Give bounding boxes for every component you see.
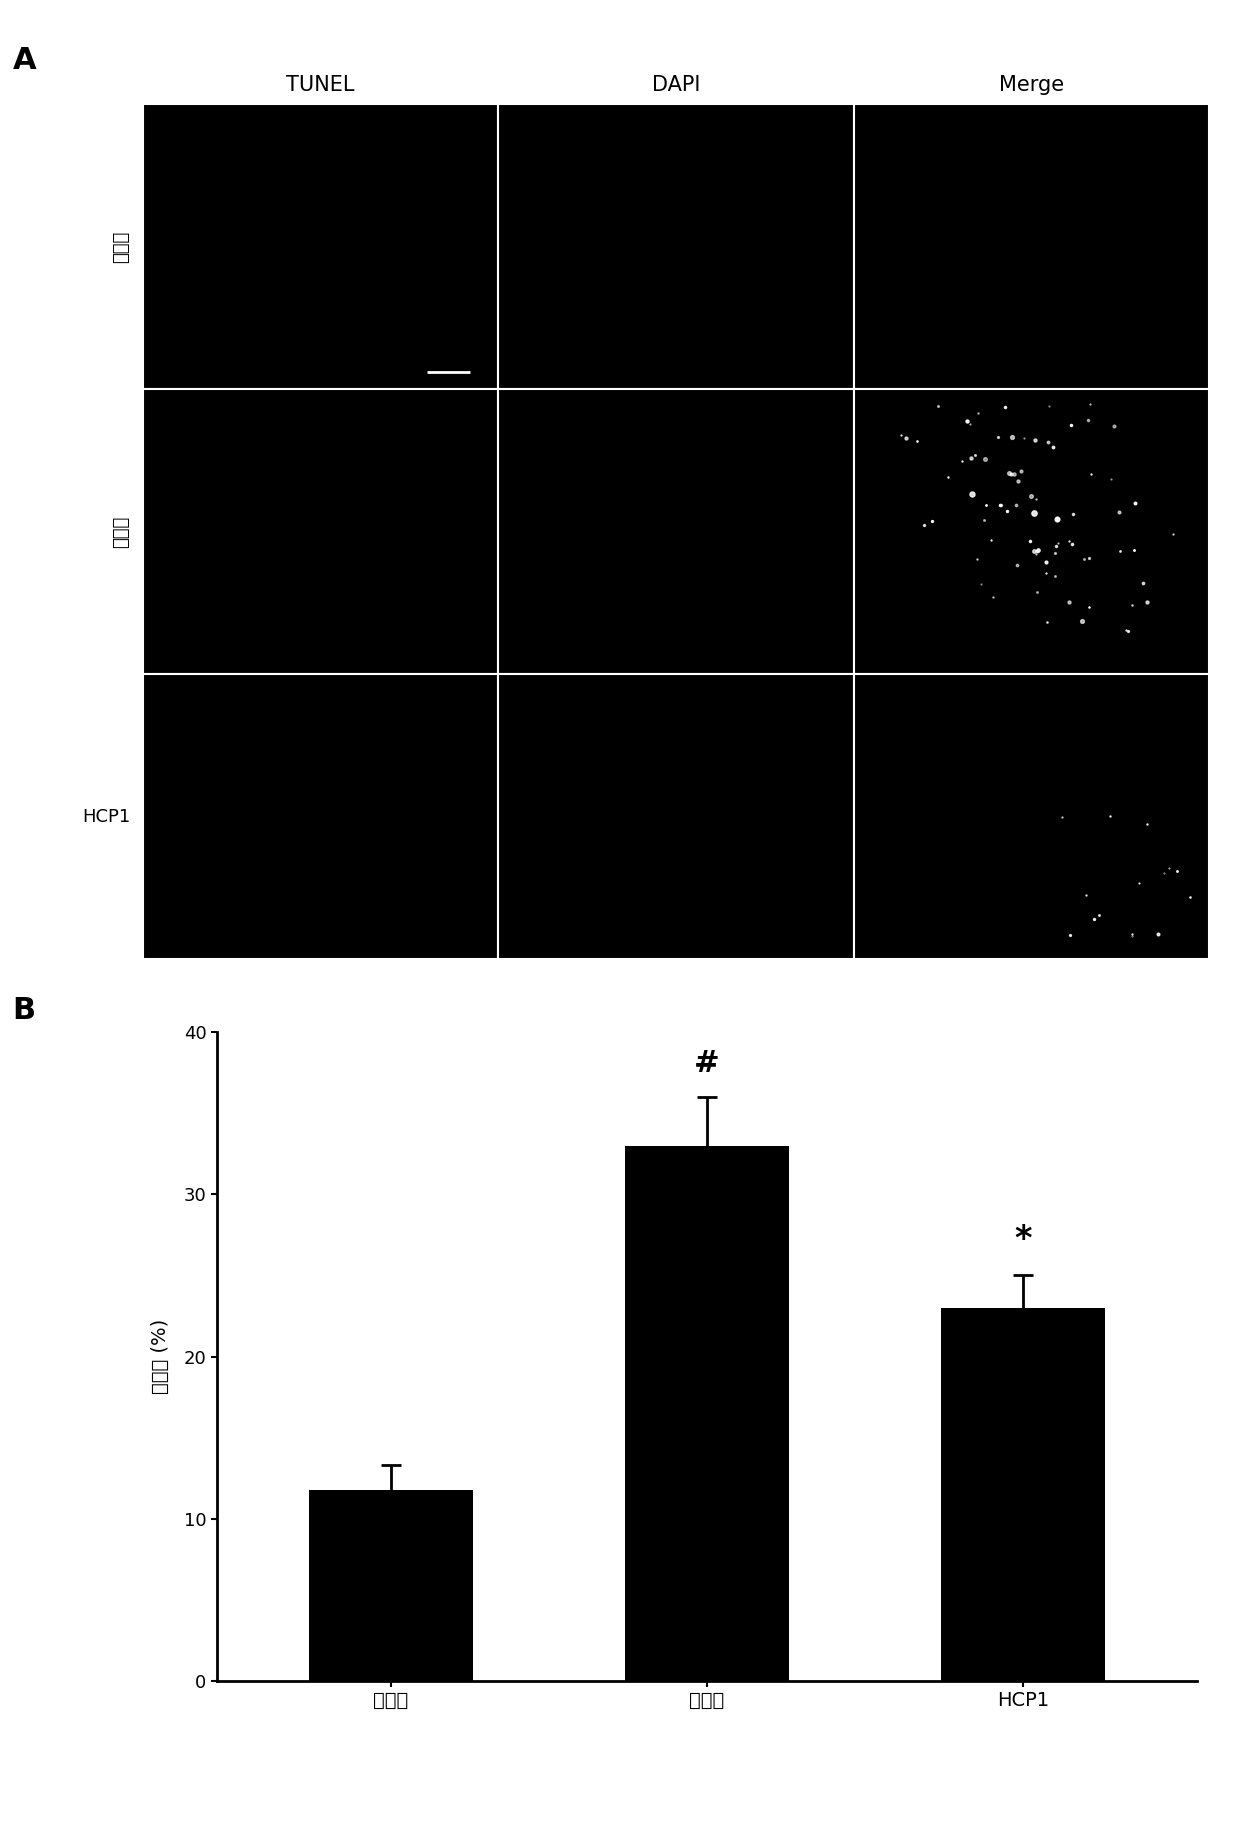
Text: HCP1: HCP1: [82, 808, 130, 826]
Text: 基准组: 基准组: [112, 230, 130, 263]
Bar: [625, 1146, 789, 1681]
Text: DAPI: DAPI: [651, 75, 701, 95]
Bar: [941, 1308, 1105, 1681]
Text: #: #: [694, 1049, 719, 1078]
Text: B: B: [12, 996, 36, 1025]
Text: TUNEL: TUNEL: [286, 75, 355, 95]
Y-axis label: 凋亡率 (%): 凋亡率 (%): [151, 1319, 170, 1394]
Text: 对照组: 对照组: [112, 515, 130, 548]
Text: Merge: Merge: [998, 75, 1064, 95]
Text: *: *: [1014, 1222, 1032, 1255]
Bar: [309, 1489, 472, 1681]
Text: A: A: [12, 46, 36, 75]
